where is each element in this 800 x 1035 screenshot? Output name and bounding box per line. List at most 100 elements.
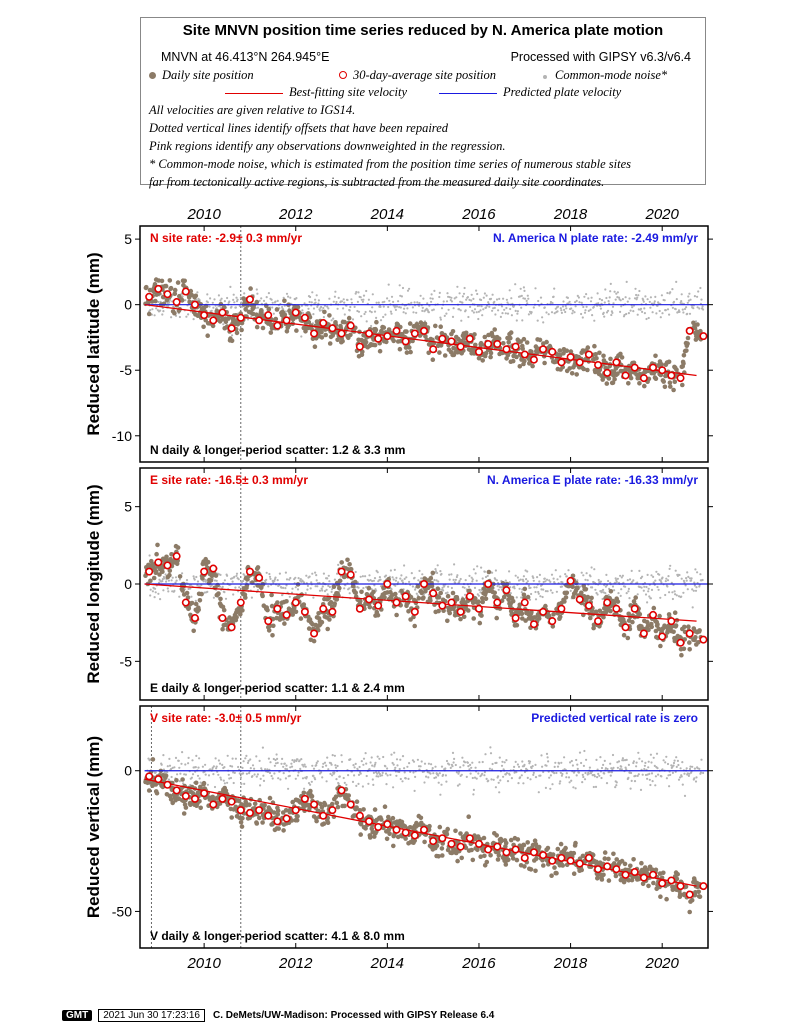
cmn-point: [314, 301, 317, 304]
cmn-point: [487, 779, 490, 782]
cmn-point: [566, 296, 570, 299]
cmn-point: [270, 298, 273, 301]
cmn-point: [522, 575, 526, 578]
daily-point: [394, 612, 399, 618]
daily-point: [570, 584, 575, 590]
cmn-point: [627, 587, 631, 591]
cmn-point: [529, 778, 532, 781]
cmn-point: [518, 587, 521, 590]
avg-point: [374, 601, 383, 610]
daily-point: [167, 278, 173, 283]
cmn-point: [568, 300, 571, 303]
cmn-point: [336, 307, 339, 310]
cmn-point: [641, 310, 644, 313]
daily-point: [294, 328, 299, 333]
cmn-point: [701, 305, 704, 308]
cmn-point: [185, 579, 189, 582]
cmn-point: [420, 760, 423, 763]
avg-point: [474, 604, 483, 613]
cmn-point: [157, 300, 160, 304]
daily-point: [404, 329, 409, 334]
cmn-point: [631, 306, 634, 309]
cmn-point: [346, 298, 349, 302]
cmn-point: [328, 585, 331, 589]
cmn-point: [483, 774, 486, 777]
cmn-point: [321, 589, 324, 592]
daily-point: [423, 333, 428, 339]
cmn-point: [648, 778, 651, 781]
avg-point: [630, 604, 639, 613]
cmn-point: [654, 579, 657, 582]
cmn-point: [549, 580, 552, 584]
cmn-point: [526, 302, 529, 305]
cmn-point: [673, 759, 676, 762]
daily-point: [358, 598, 363, 604]
avg-point: [584, 350, 593, 359]
site-rate-label: E site rate: -16.5± 0.3 mm/yr: [150, 473, 308, 487]
daily-point: [153, 298, 158, 304]
cmn-point: [361, 300, 364, 303]
cmn-point: [154, 591, 157, 594]
cmn-point: [159, 598, 162, 601]
cmn-point: [523, 297, 527, 300]
cmn-point: [204, 578, 207, 581]
daily-point: [463, 845, 469, 851]
daily-point: [348, 332, 353, 338]
cmn-point: [397, 300, 400, 303]
cmn-point: [226, 574, 229, 577]
avg-point: [264, 311, 273, 320]
cmn-point: [196, 584, 199, 587]
cmn-point: [516, 310, 520, 313]
daily-point: [478, 854, 484, 859]
daily-point: [229, 815, 234, 820]
cmn-point: [230, 305, 233, 308]
daily-point: [488, 354, 493, 360]
cmn-point: [368, 574, 371, 577]
cmn-point: [475, 311, 478, 314]
cmn-point: [551, 591, 554, 594]
cmn-point: [570, 779, 573, 782]
cmn-point: [609, 282, 612, 285]
cmn-point: [452, 761, 455, 764]
cmn-point: [215, 307, 218, 310]
cmn-point: [560, 774, 564, 777]
daily-point: [528, 867, 534, 872]
daily-point: [477, 620, 483, 626]
cmn-point: [382, 755, 385, 759]
daily-point: [210, 794, 215, 800]
note-line: far from tectonically active regions, is…: [149, 175, 605, 189]
cmn-point: [686, 312, 689, 315]
daily-point: [181, 811, 187, 816]
cmn-point: [516, 763, 520, 766]
cmn-point: [312, 313, 315, 316]
cmn-point: [478, 761, 481, 764]
cmn-point: [410, 301, 413, 304]
cmn-point: [340, 754, 343, 757]
daily-point: [488, 350, 494, 356]
cmn-point: [299, 578, 302, 581]
daily-point: [180, 777, 185, 782]
daily-point: [445, 618, 450, 624]
daily-point: [608, 589, 614, 594]
cmn-point: [229, 764, 232, 768]
y-tick-label: -10: [112, 428, 132, 444]
avg-point: [630, 363, 639, 372]
daily-point: [354, 805, 359, 810]
avg-point: [649, 610, 658, 619]
cmn-point: [477, 317, 480, 321]
avg-point: [209, 316, 218, 325]
cmn-point: [635, 298, 638, 301]
cmn-point: [583, 295, 586, 298]
cmn-point: [233, 575, 236, 579]
cmn-point: [273, 579, 276, 583]
avg-point: [181, 287, 190, 296]
cmn-point: [469, 305, 472, 308]
cmn-point: [311, 291, 314, 294]
cmn-point: [680, 775, 683, 778]
cmn-point: [198, 757, 201, 760]
avg-point: [355, 604, 364, 613]
cmn-point: [602, 311, 605, 314]
cmn-point: [675, 298, 678, 301]
cmn-point: [291, 759, 294, 762]
cmn-point: [542, 770, 545, 774]
